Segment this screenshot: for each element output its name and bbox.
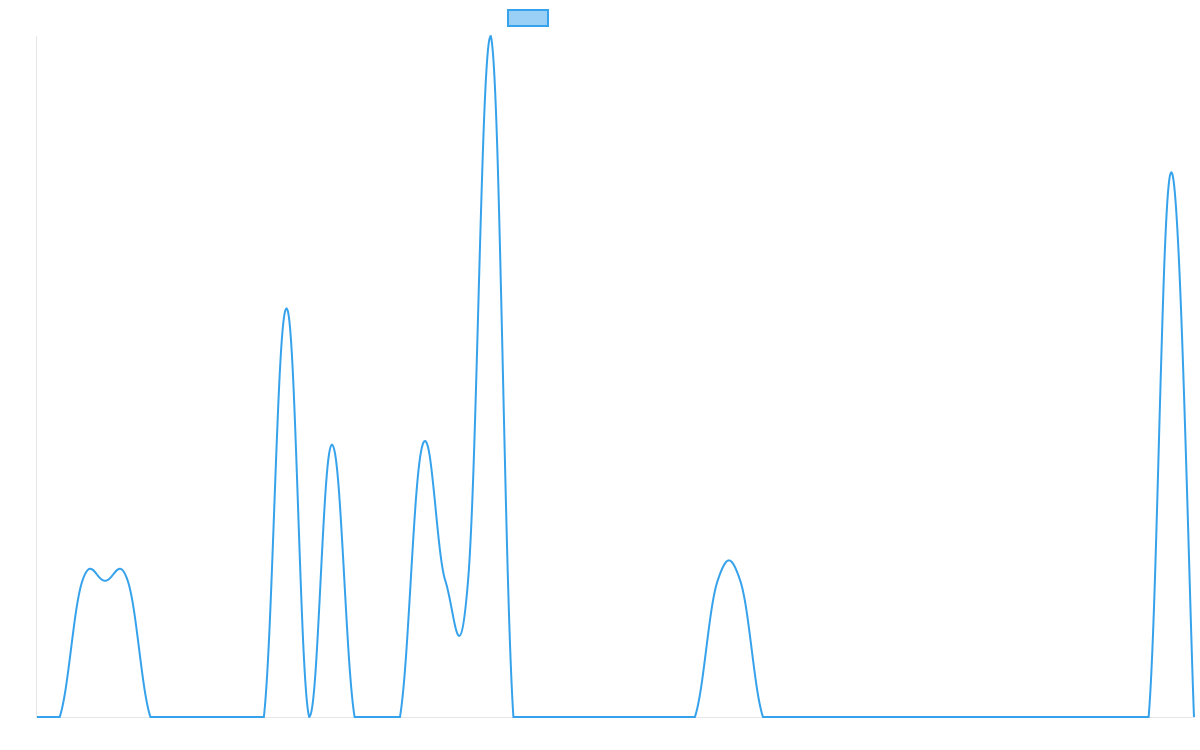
data-point[interactable] bbox=[352, 714, 358, 720]
data-point[interactable] bbox=[737, 578, 743, 584]
series-layer bbox=[34, 33, 1197, 720]
data-point[interactable] bbox=[941, 714, 947, 720]
data-point[interactable] bbox=[1078, 714, 1084, 720]
data-point[interactable] bbox=[57, 714, 63, 720]
data-point[interactable] bbox=[510, 714, 516, 720]
data-point[interactable] bbox=[919, 714, 925, 720]
legend[interactable] bbox=[507, 9, 549, 27]
data-point[interactable] bbox=[1168, 169, 1174, 175]
data-point[interactable] bbox=[306, 714, 312, 720]
data-point[interactable] bbox=[624, 714, 630, 720]
data-point[interactable] bbox=[488, 33, 494, 39]
data-point[interactable] bbox=[760, 714, 766, 720]
data-point[interactable] bbox=[125, 578, 131, 584]
data-point[interactable] bbox=[896, 714, 902, 720]
data-point[interactable] bbox=[79, 578, 85, 584]
data-point[interactable] bbox=[1032, 714, 1038, 720]
data-point[interactable] bbox=[1146, 714, 1152, 720]
data-point[interactable] bbox=[783, 714, 789, 720]
data-point[interactable] bbox=[329, 442, 335, 448]
data-point[interactable] bbox=[420, 442, 426, 448]
data-point[interactable] bbox=[1010, 714, 1016, 720]
data-point[interactable] bbox=[556, 714, 562, 720]
data-point[interactable] bbox=[851, 714, 857, 720]
data-point[interactable] bbox=[828, 714, 834, 720]
data-point[interactable] bbox=[238, 714, 244, 720]
data-point[interactable] bbox=[170, 714, 176, 720]
data-point[interactable] bbox=[669, 714, 675, 720]
data-point[interactable] bbox=[397, 714, 403, 720]
data-point[interactable] bbox=[647, 714, 653, 720]
data-point[interactable] bbox=[374, 714, 380, 720]
data-point[interactable] bbox=[715, 578, 721, 584]
data-point[interactable] bbox=[147, 714, 153, 720]
data-point[interactable] bbox=[442, 578, 448, 584]
series-line bbox=[36, 34, 1195, 719]
data-point[interactable] bbox=[34, 714, 40, 720]
data-point[interactable] bbox=[533, 714, 539, 720]
data-point[interactable] bbox=[1055, 714, 1061, 720]
data-point[interactable] bbox=[1191, 714, 1197, 720]
data-point[interactable] bbox=[215, 714, 221, 720]
data-point[interactable] bbox=[692, 714, 698, 720]
data-point[interactable] bbox=[805, 714, 811, 720]
data-point[interactable] bbox=[261, 714, 267, 720]
data-point[interactable] bbox=[465, 578, 471, 584]
data-point[interactable] bbox=[1123, 714, 1129, 720]
data-point[interactable] bbox=[578, 714, 584, 720]
data-point[interactable] bbox=[601, 714, 607, 720]
data-point[interactable] bbox=[964, 714, 970, 720]
data-point[interactable] bbox=[102, 578, 108, 584]
data-point[interactable] bbox=[873, 714, 879, 720]
data-point[interactable] bbox=[284, 305, 290, 311]
data-point[interactable] bbox=[1100, 714, 1106, 720]
data-point[interactable] bbox=[193, 714, 199, 720]
legend-swatch[interactable] bbox=[507, 9, 549, 27]
data-point[interactable] bbox=[987, 714, 993, 720]
